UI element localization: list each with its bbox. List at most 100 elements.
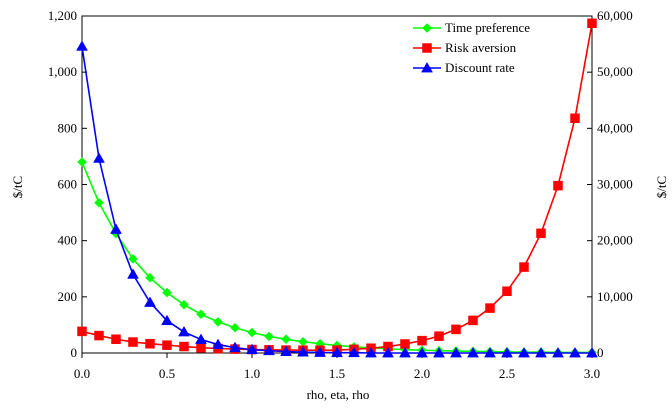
data-point — [162, 287, 172, 298]
data-point — [77, 326, 87, 337]
data-point — [94, 197, 104, 208]
legend-label: Risk aversion — [445, 40, 517, 55]
data-point — [501, 346, 513, 358]
data-point — [280, 345, 292, 356]
legend-marker — [421, 61, 433, 73]
data-point — [519, 262, 529, 272]
data-point — [433, 346, 445, 358]
y-tick-label-right: 20,000 — [597, 233, 633, 248]
data-point — [485, 303, 495, 313]
data-point — [484, 346, 496, 358]
data-point — [331, 346, 343, 358]
series-layer — [76, 18, 598, 358]
legend-marker — [422, 43, 432, 53]
y-tick-label-left: 400 — [58, 233, 78, 248]
data-point — [264, 331, 274, 342]
data-point — [586, 346, 598, 358]
legend-marker — [422, 23, 432, 33]
x-tick-label: 2.5 — [499, 366, 515, 381]
data-point — [246, 343, 258, 355]
data-point — [467, 346, 479, 358]
data-point — [162, 340, 172, 350]
legend-entry: Time preference — [413, 20, 530, 35]
series-discount-rate — [76, 40, 598, 358]
data-point — [178, 325, 190, 337]
data-point — [110, 223, 122, 234]
data-point — [196, 342, 206, 353]
data-point — [196, 309, 206, 320]
x-tick-label: 0.0 — [74, 366, 90, 381]
y-tick-label-left: 600 — [58, 177, 78, 192]
series-line — [81, 23, 593, 351]
data-point — [298, 336, 308, 347]
data-point — [161, 314, 173, 326]
x-tick-label: 0.5 — [159, 366, 175, 381]
x-tick-label: 1.5 — [329, 366, 345, 381]
y-tick-label-left: 1,200 — [48, 8, 77, 23]
y-axis-title-right: $/tC — [654, 176, 669, 198]
data-point — [314, 346, 326, 357]
y-tick-label-left: 0 — [71, 345, 78, 360]
data-point — [212, 338, 224, 349]
y-tick-label-left: 1,000 — [48, 64, 77, 79]
data-point — [553, 180, 563, 191]
data-point — [76, 40, 88, 51]
data-point — [179, 341, 189, 352]
y-tick-label-left: 200 — [58, 289, 78, 304]
data-point — [502, 286, 512, 296]
legend-label: Discount rate — [445, 60, 515, 75]
data-point — [434, 331, 444, 341]
data-point — [382, 346, 394, 358]
data-point — [399, 346, 411, 358]
data-point — [111, 334, 121, 344]
y-tick-label-right: 0 — [597, 345, 604, 360]
data-point — [552, 346, 564, 358]
data-point — [144, 296, 156, 307]
data-point — [93, 152, 105, 163]
data-point — [213, 316, 223, 327]
data-point — [145, 338, 155, 349]
data-point — [365, 346, 377, 358]
x-tick-label: 2.0 — [414, 366, 430, 381]
legend-entry: Risk aversion — [413, 40, 517, 55]
data-point — [263, 344, 275, 356]
data-point — [128, 254, 138, 264]
x-axis-title: rho, eta, rho — [307, 387, 370, 402]
data-point — [229, 341, 241, 353]
legend-entry: Discount rate — [413, 60, 515, 75]
y-tick-label-left: 800 — [58, 120, 78, 135]
data-point — [536, 228, 546, 239]
data-point — [450, 346, 462, 358]
data-point — [417, 335, 427, 346]
series-line — [81, 161, 592, 354]
data-point — [247, 327, 257, 338]
y-tick-label-right: 60,000 — [597, 8, 633, 23]
y-tick-label-right: 40,000 — [597, 120, 633, 135]
x-tick-label: 1.0 — [244, 366, 260, 381]
plot-frame — [81, 15, 593, 354]
data-point — [468, 315, 478, 326]
series-time-preference — [77, 157, 597, 358]
data-point — [94, 330, 104, 341]
y-axis-title-left: $/tC — [10, 176, 25, 198]
data-point — [535, 346, 547, 358]
y-tick-label-right: 10,000 — [597, 289, 633, 304]
data-point — [77, 157, 87, 167]
data-point — [297, 346, 309, 357]
y-tick-label-right: 30,000 — [597, 177, 633, 192]
data-point — [230, 322, 240, 333]
data-point — [570, 113, 580, 123]
data-point — [195, 333, 207, 344]
data-point — [127, 268, 139, 279]
data-point — [569, 346, 581, 358]
data-point — [348, 346, 360, 358]
series-line — [81, 46, 592, 354]
data-point — [281, 334, 291, 345]
data-point — [145, 272, 155, 283]
x-tick-label: 3.0 — [584, 366, 600, 381]
data-point — [128, 337, 138, 347]
y-tick-label-right: 50,000 — [597, 64, 633, 79]
data-point — [179, 299, 189, 310]
chart-legend: Time preference Risk aversion Discount rat… — [413, 20, 530, 75]
